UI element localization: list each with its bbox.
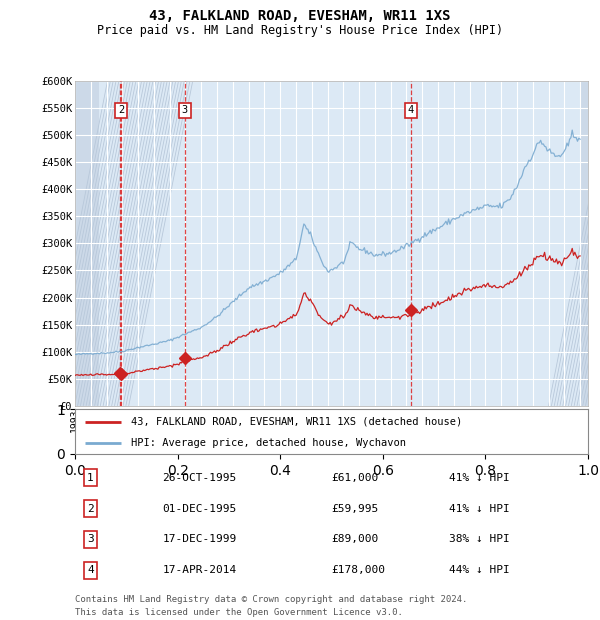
Text: 43, FALKLAND ROAD, EVESHAM, WR11 1XS (detached house): 43, FALKLAND ROAD, EVESHAM, WR11 1XS (de… bbox=[131, 417, 463, 427]
Text: £61,000: £61,000 bbox=[331, 472, 379, 482]
Text: Contains HM Land Registry data © Crown copyright and database right 2024.: Contains HM Land Registry data © Crown c… bbox=[75, 595, 467, 604]
Text: 41% ↓ HPI: 41% ↓ HPI bbox=[449, 472, 510, 482]
Text: 26-OCT-1995: 26-OCT-1995 bbox=[162, 472, 236, 482]
Text: 44% ↓ HPI: 44% ↓ HPI bbox=[449, 565, 510, 575]
Text: 3: 3 bbox=[87, 534, 94, 544]
Text: 17-DEC-1999: 17-DEC-1999 bbox=[162, 534, 236, 544]
Text: 17-APR-2014: 17-APR-2014 bbox=[162, 565, 236, 575]
Text: 3: 3 bbox=[182, 105, 188, 115]
Text: 4: 4 bbox=[408, 105, 414, 115]
Text: 4: 4 bbox=[87, 565, 94, 575]
Bar bbox=[75, 81, 98, 406]
Text: 2: 2 bbox=[118, 105, 124, 115]
Text: £178,000: £178,000 bbox=[331, 565, 386, 575]
Text: 01-DEC-1995: 01-DEC-1995 bbox=[162, 503, 236, 513]
Text: 43, FALKLAND ROAD, EVESHAM, WR11 1XS: 43, FALKLAND ROAD, EVESHAM, WR11 1XS bbox=[149, 9, 451, 24]
Bar bbox=[580, 81, 588, 406]
Text: HPI: Average price, detached house, Wychavon: HPI: Average price, detached house, Wych… bbox=[131, 438, 406, 448]
Text: £59,995: £59,995 bbox=[331, 503, 379, 513]
Text: Price paid vs. HM Land Registry's House Price Index (HPI): Price paid vs. HM Land Registry's House … bbox=[97, 24, 503, 37]
Text: 38% ↓ HPI: 38% ↓ HPI bbox=[449, 534, 510, 544]
Text: This data is licensed under the Open Government Licence v3.0.: This data is licensed under the Open Gov… bbox=[75, 608, 403, 617]
Text: 1: 1 bbox=[87, 472, 94, 482]
Text: £89,000: £89,000 bbox=[331, 534, 379, 544]
Text: 41% ↓ HPI: 41% ↓ HPI bbox=[449, 503, 510, 513]
Text: 2: 2 bbox=[87, 503, 94, 513]
